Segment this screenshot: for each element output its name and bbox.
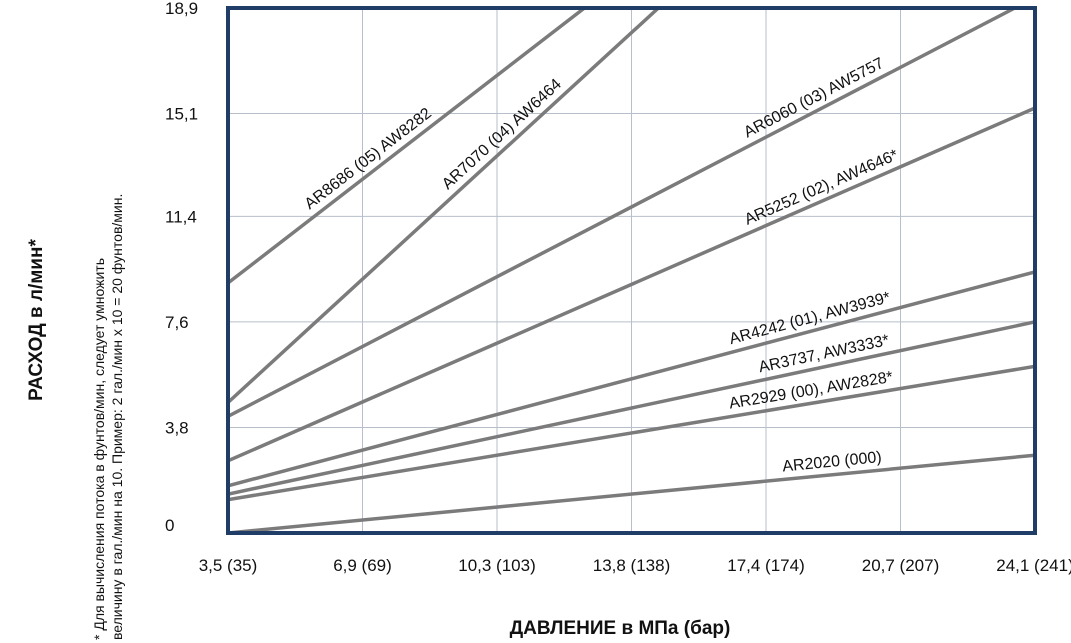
- series-line: [228, 8, 586, 285]
- y-tick-label: 15,1: [165, 105, 198, 124]
- y-tick-label: 11,4: [165, 207, 197, 226]
- series-line: [228, 270, 1035, 488]
- x-tick-label: 10,3 (103): [458, 556, 536, 575]
- footnote-line-1: * Для вычисления потока в фунтов/мин, сл…: [91, 258, 107, 640]
- series-line: [228, 453, 1035, 533]
- series-line: [228, 364, 1035, 502]
- y-axis-ticks: 0 3,8 7,6 11,4 15,1 18,9: [165, 0, 198, 535]
- y-tick-label: 0: [165, 516, 174, 535]
- x-axis-title: ДАВЛЕНИЕ в МПа (бар): [510, 618, 731, 639]
- x-tick-label: 24,1 (241): [996, 556, 1071, 575]
- series-lines: [228, 8, 1035, 533]
- series-line: [228, 8, 1016, 418]
- x-tick-label: 13,8 (138): [593, 556, 671, 575]
- series-line: [228, 8, 660, 404]
- y-tick-label: 18,9: [165, 0, 198, 18]
- series-label: AR6060 (03) AW5757: [741, 55, 887, 142]
- y-tick-label: 3,8: [165, 418, 189, 437]
- series-labels: AR8686 (05) AW8282 AR7070 (04) AW6464 AR60…: [302, 55, 901, 476]
- grid-lines: [228, 8, 1035, 533]
- series-label: AR2929 (00), AW2828*: [728, 369, 894, 413]
- x-tick-label: 3,5 (35): [199, 556, 258, 575]
- series-line: [228, 320, 1035, 496]
- x-tick-label: 20,7 (207): [862, 556, 940, 575]
- series-label: AR8686 (05) AW8282: [302, 105, 435, 213]
- footnote-line-2: величину в гал./мин на 10. Пример: 2 гал…: [109, 194, 125, 640]
- y-axis-title: РАСХОД в л/мин*: [26, 239, 47, 401]
- x-tick-label: 6,9 (69): [333, 556, 392, 575]
- plot-frame: [226, 6, 1037, 535]
- series-label: AR7070 (04) AW6464: [439, 76, 565, 193]
- y-tick-label: 7,6: [165, 313, 189, 332]
- x-tick-label: 17,4 (174): [727, 556, 805, 575]
- x-axis-ticks: 3,5 (35) 6,9 (69) 10,3 (103) 13,8 (138) 17,4…: [199, 556, 1071, 575]
- series-line: [228, 106, 1035, 463]
